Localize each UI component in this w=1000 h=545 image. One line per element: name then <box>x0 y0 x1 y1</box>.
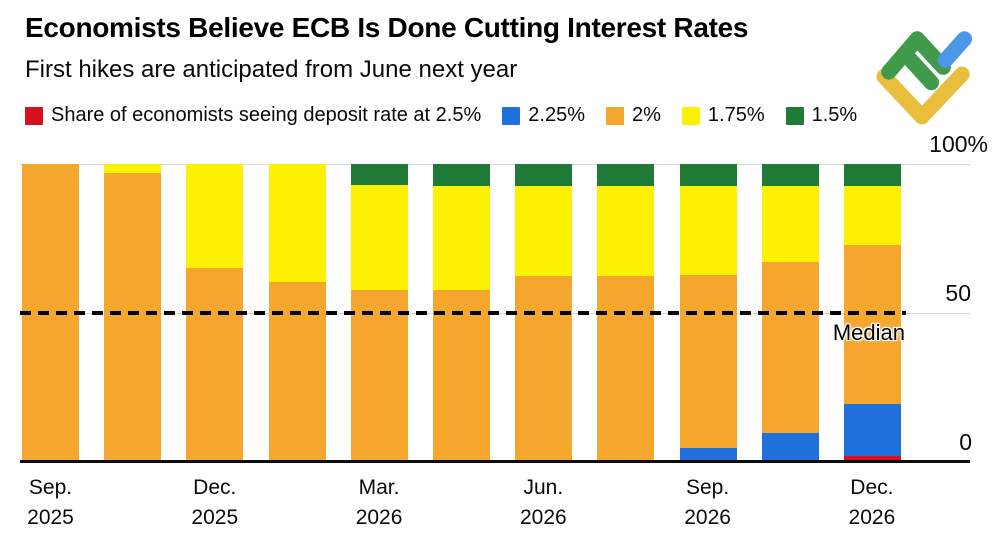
litefinance-logo <box>876 31 973 125</box>
bar-segment-1.75% <box>186 164 244 268</box>
bar-segment-2% <box>679 274 737 449</box>
bar-segment-2.25% <box>843 403 901 456</box>
y-tick-label: 50 <box>945 280 971 306</box>
bar <box>679 164 737 460</box>
x-tick-month: Dec. <box>850 476 894 499</box>
bar-segment-1.5% <box>843 164 901 187</box>
bar <box>350 164 408 460</box>
logo-blue-stroke <box>937 31 973 68</box>
legend-item: 2.25% <box>502 104 585 127</box>
bar-segment-2% <box>104 172 162 460</box>
bar-segment-2.25% <box>761 433 819 460</box>
bar <box>515 164 573 460</box>
x-tick-year: 2026 <box>684 506 731 529</box>
bar-segment-2% <box>761 261 819 434</box>
x-tick-month: Jun. <box>523 476 564 499</box>
x-tick-label: Jun. 2026 <box>498 473 588 533</box>
legend-item-label: Share of economists seeing deposit rate … <box>51 104 482 126</box>
bar-segment-1.75% <box>268 164 326 283</box>
bar <box>597 164 655 460</box>
bar <box>186 164 244 460</box>
bar-segment-2% <box>186 267 244 460</box>
legend-item-label: 2% <box>631 104 661 126</box>
legend-item: 2% <box>605 104 661 127</box>
x-tick-year: 2026 <box>519 506 567 529</box>
bar-segment-1.75% <box>843 186 901 246</box>
legend-item: 1.75% <box>681 104 765 127</box>
bar <box>104 164 162 460</box>
legend-item-label: 2.25% <box>528 104 585 126</box>
bar-segment-2% <box>597 276 655 460</box>
bar-segment-1.5% <box>432 164 490 187</box>
legend-swatch-icon <box>25 106 43 125</box>
logo-yellow-chevron <box>876 66 970 125</box>
x-tick-label: Mar. 2026 <box>334 473 424 533</box>
legend-swatch-icon <box>681 106 700 125</box>
bar-segment-2.5% <box>843 455 901 460</box>
bar-segment-2% <box>350 289 408 460</box>
x-tick-year: 2025 <box>191 506 239 529</box>
x-tick-month: Mar. <box>358 476 400 499</box>
legend-swatch-icon <box>502 106 521 125</box>
bar-segment-1.75% <box>104 164 162 173</box>
bar-segment-1.75% <box>679 186 737 275</box>
y-tick-label: 100% <box>929 131 988 157</box>
x-tick-month: Dec. <box>193 476 237 499</box>
median-dashed-line <box>20 311 906 315</box>
gridline-100 <box>20 164 970 165</box>
bar-segment-1.5% <box>350 164 408 185</box>
bar-segment-1.5% <box>679 164 737 187</box>
bar-segment-2% <box>432 289 490 460</box>
bar-segment-2% <box>843 245 901 404</box>
x-tick-month: Sep. <box>28 476 73 499</box>
bar-segment-2% <box>268 282 326 460</box>
x-tick-label: Dec. 2026 <box>827 473 917 533</box>
legend-item: Share of economists seeing deposit rate … <box>25 104 481 127</box>
legend-item-label: 1.5% <box>811 104 858 126</box>
x-tick-year: 2026 <box>848 506 896 529</box>
x-tick-month: Sep. <box>686 476 730 499</box>
page-subtitle: First hikes are anticipated from June ne… <box>25 56 518 83</box>
bar <box>843 164 901 460</box>
bar-segment-1.5% <box>515 164 573 187</box>
x-tick-label: Sep. 2026 <box>663 473 753 533</box>
bar-segment-1.5% <box>761 164 819 187</box>
legend-swatch-icon <box>785 106 804 125</box>
x-axis-line <box>20 460 970 463</box>
x-tick-label: Sep. 2025 <box>6 473 96 533</box>
bar-segment-1.75% <box>515 186 573 277</box>
legend-swatch-icon <box>605 106 624 125</box>
bar <box>432 164 490 460</box>
x-tick-label: Dec. 2025 <box>170 473 260 533</box>
bar-segment-1.75% <box>432 186 490 290</box>
bar-segment-1.75% <box>350 184 408 290</box>
x-tick-year: 2026 <box>355 506 403 529</box>
median-label: Median <box>832 320 905 345</box>
legend-item-label: 1.75% <box>707 104 765 126</box>
logo-green-mark <box>881 31 951 91</box>
y-tick-label: 0 <box>959 429 972 455</box>
page-title: Economists Believe ECB Is Done Cutting I… <box>25 12 749 43</box>
x-tick-year: 2025 <box>27 506 74 529</box>
bar <box>761 164 819 460</box>
bar-segment-2.25% <box>679 448 737 460</box>
legend: Share of economists seeing deposit rate … <box>25 104 857 127</box>
bar-segment-1.5% <box>597 164 655 187</box>
bar-segment-1.75% <box>761 186 819 262</box>
bar-segment-1.75% <box>597 186 655 277</box>
legend-item: 1.5% <box>785 104 858 127</box>
bar-segment-2% <box>515 276 573 460</box>
